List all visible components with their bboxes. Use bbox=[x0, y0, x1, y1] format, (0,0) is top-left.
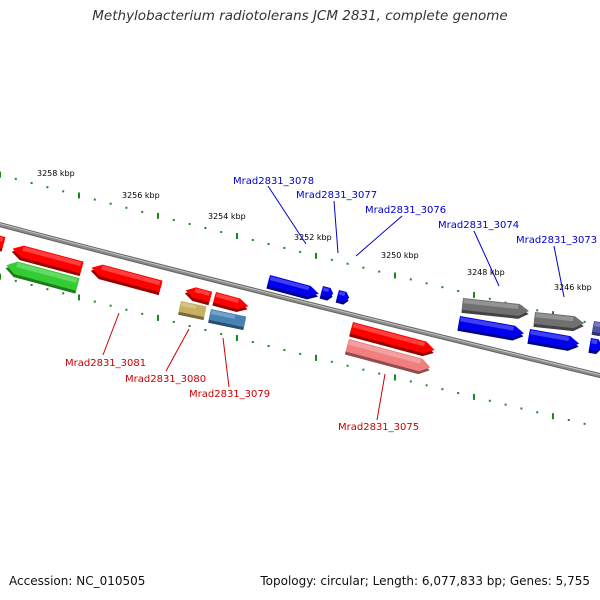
accession-text: Accession: NC_010505 bbox=[9, 574, 146, 588]
gene-feature bbox=[266, 275, 319, 300]
gene-feature bbox=[527, 329, 580, 351]
gene-label: Mrad2831_3076 bbox=[365, 205, 446, 216]
gene-feature bbox=[591, 321, 600, 337]
gene-label: Mrad2831_3075 bbox=[338, 422, 419, 433]
feature-highlight bbox=[530, 330, 570, 342]
feature-highlight bbox=[352, 323, 426, 347]
leader-line bbox=[473, 230, 500, 287]
gene-feature bbox=[208, 309, 247, 331]
gene-feature bbox=[335, 290, 350, 305]
scale-label: 3250 kbp bbox=[381, 251, 419, 260]
feature-highlight bbox=[210, 310, 236, 319]
leader-line bbox=[267, 185, 307, 245]
leader-line bbox=[553, 245, 565, 298]
gene-feature bbox=[344, 339, 431, 375]
feature-highlight bbox=[16, 262, 78, 283]
scale-label: 3254 kbp bbox=[208, 212, 246, 221]
gene-feature bbox=[0, 234, 6, 252]
genome-backbone bbox=[0, 222, 600, 379]
gene-feature bbox=[588, 338, 600, 355]
gene-feature bbox=[319, 286, 334, 301]
backbone-highlight bbox=[0, 223, 600, 376]
gene-label: Mrad2831_3079 bbox=[189, 389, 270, 400]
feature-highlight bbox=[180, 302, 197, 310]
leader-line bbox=[165, 328, 190, 372]
scale-label: 3256 kbp bbox=[122, 191, 160, 200]
leader-line bbox=[333, 200, 339, 254]
feature-highlight bbox=[338, 291, 346, 297]
feature-highlight bbox=[269, 276, 310, 291]
feature-highlight bbox=[22, 246, 82, 267]
genome-title: Methylobacterium radiotolerans JCM 2831,… bbox=[92, 8, 508, 24]
leader-line bbox=[102, 312, 120, 356]
gene-feature bbox=[184, 287, 213, 306]
gene-label: Mrad2831_3080 bbox=[125, 374, 206, 385]
gene-features bbox=[0, 234, 600, 375]
feature-highlight bbox=[322, 287, 330, 293]
feature-highlight bbox=[591, 339, 598, 345]
gene-feature bbox=[457, 316, 524, 341]
feature-highlight bbox=[463, 299, 519, 310]
scale-label: 3252 kbp bbox=[294, 233, 332, 242]
feature-highlight bbox=[460, 317, 514, 331]
lower-scale-ticks bbox=[0, 273, 586, 425]
gene-feature bbox=[5, 261, 80, 294]
leader-line bbox=[222, 337, 230, 388]
scale-label: 3246 kbp bbox=[554, 283, 592, 292]
gene-feature bbox=[349, 322, 435, 357]
gene-label: Mrad2831_3078 bbox=[233, 176, 314, 187]
leader-line bbox=[355, 215, 403, 257]
scale-label: 3248 kbp bbox=[467, 268, 505, 277]
gene-feature bbox=[178, 301, 207, 321]
upper-scale-ticks bbox=[0, 171, 586, 323]
feature-highlight bbox=[535, 313, 574, 322]
feature-highlight bbox=[194, 288, 210, 296]
scale-label: 3258 kbp bbox=[37, 169, 75, 178]
gene-label: Mrad2831_3073 bbox=[516, 235, 597, 246]
gene-feature bbox=[461, 298, 530, 319]
feature-highlight bbox=[215, 293, 239, 303]
gene-labels: Mrad2831_3078 Mrad2831_3077 Mrad2831_3076 M… bbox=[65, 176, 597, 433]
leader-line bbox=[376, 373, 386, 421]
gene-feature bbox=[90, 264, 163, 296]
gene-feature bbox=[533, 312, 585, 332]
feature-highlight bbox=[594, 322, 600, 327]
feature-highlight bbox=[348, 340, 422, 364]
gene-label: Mrad2831_3081 bbox=[65, 358, 146, 369]
gene-label: Mrad2831_3077 bbox=[296, 190, 377, 201]
gene-label: Mrad2831_3074 bbox=[438, 220, 519, 231]
gene-feature bbox=[11, 245, 84, 277]
label-leader-lines bbox=[102, 185, 565, 421]
topology-text: Topology: circular; Length: 6,077,833 bp… bbox=[260, 574, 590, 588]
feature-highlight bbox=[101, 265, 161, 286]
scale-labels: 3258 kbp 3256 kbp 3254 kbp 3252 kbp 3250 kbp… bbox=[37, 169, 592, 292]
gene-feature bbox=[212, 292, 249, 312]
backbone-line bbox=[0, 223, 600, 378]
